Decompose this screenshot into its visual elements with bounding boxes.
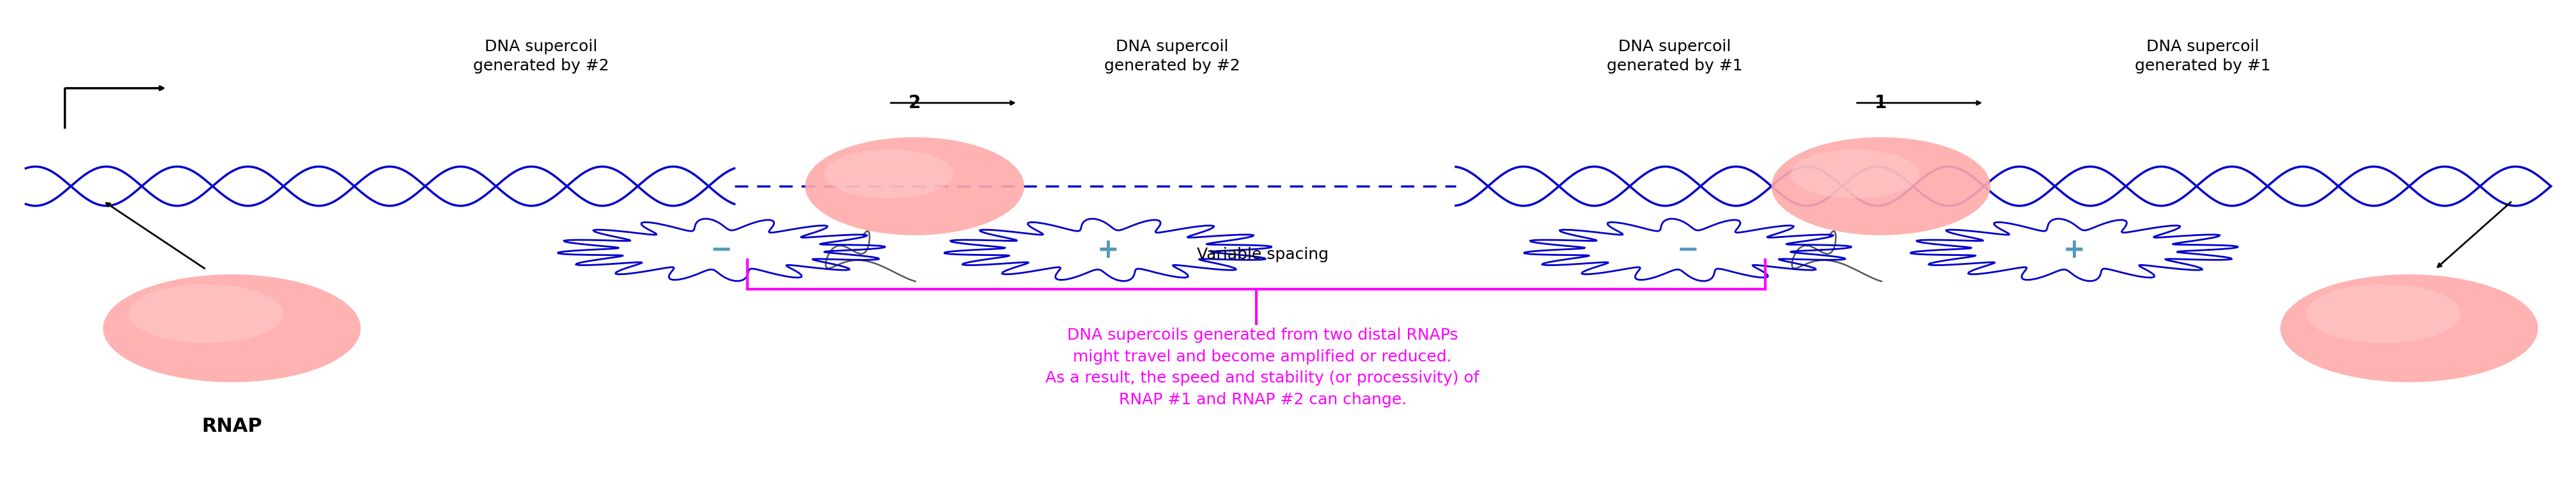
Text: DNA supercoil
generated by #1: DNA supercoil generated by #1 xyxy=(1607,39,1741,74)
Text: −: − xyxy=(1677,237,1698,263)
Text: +: + xyxy=(1097,237,1118,263)
Text: Variable spacing: Variable spacing xyxy=(1195,247,1329,263)
Text: DNA supercoil
generated by #1: DNA supercoil generated by #1 xyxy=(2136,39,2269,74)
Text: RNAP: RNAP xyxy=(201,417,263,436)
Ellipse shape xyxy=(103,274,361,382)
Text: 2: 2 xyxy=(909,94,920,112)
Ellipse shape xyxy=(1770,137,1989,235)
Text: DNA supercoils generated from two distal RNAPs
might travel and become amplified: DNA supercoils generated from two distal… xyxy=(1046,328,1479,407)
Text: DNA supercoil
generated by #2: DNA supercoil generated by #2 xyxy=(1105,39,1239,74)
Text: 1: 1 xyxy=(1875,94,1886,112)
Ellipse shape xyxy=(2280,274,2537,382)
Ellipse shape xyxy=(804,137,1025,235)
Text: DNA supercoil
generated by #2: DNA supercoil generated by #2 xyxy=(474,39,608,74)
Ellipse shape xyxy=(1790,149,1919,198)
Ellipse shape xyxy=(2306,284,2460,343)
Ellipse shape xyxy=(129,284,283,343)
Text: −: − xyxy=(711,237,732,263)
Ellipse shape xyxy=(824,149,953,198)
Text: +: + xyxy=(2063,237,2084,263)
